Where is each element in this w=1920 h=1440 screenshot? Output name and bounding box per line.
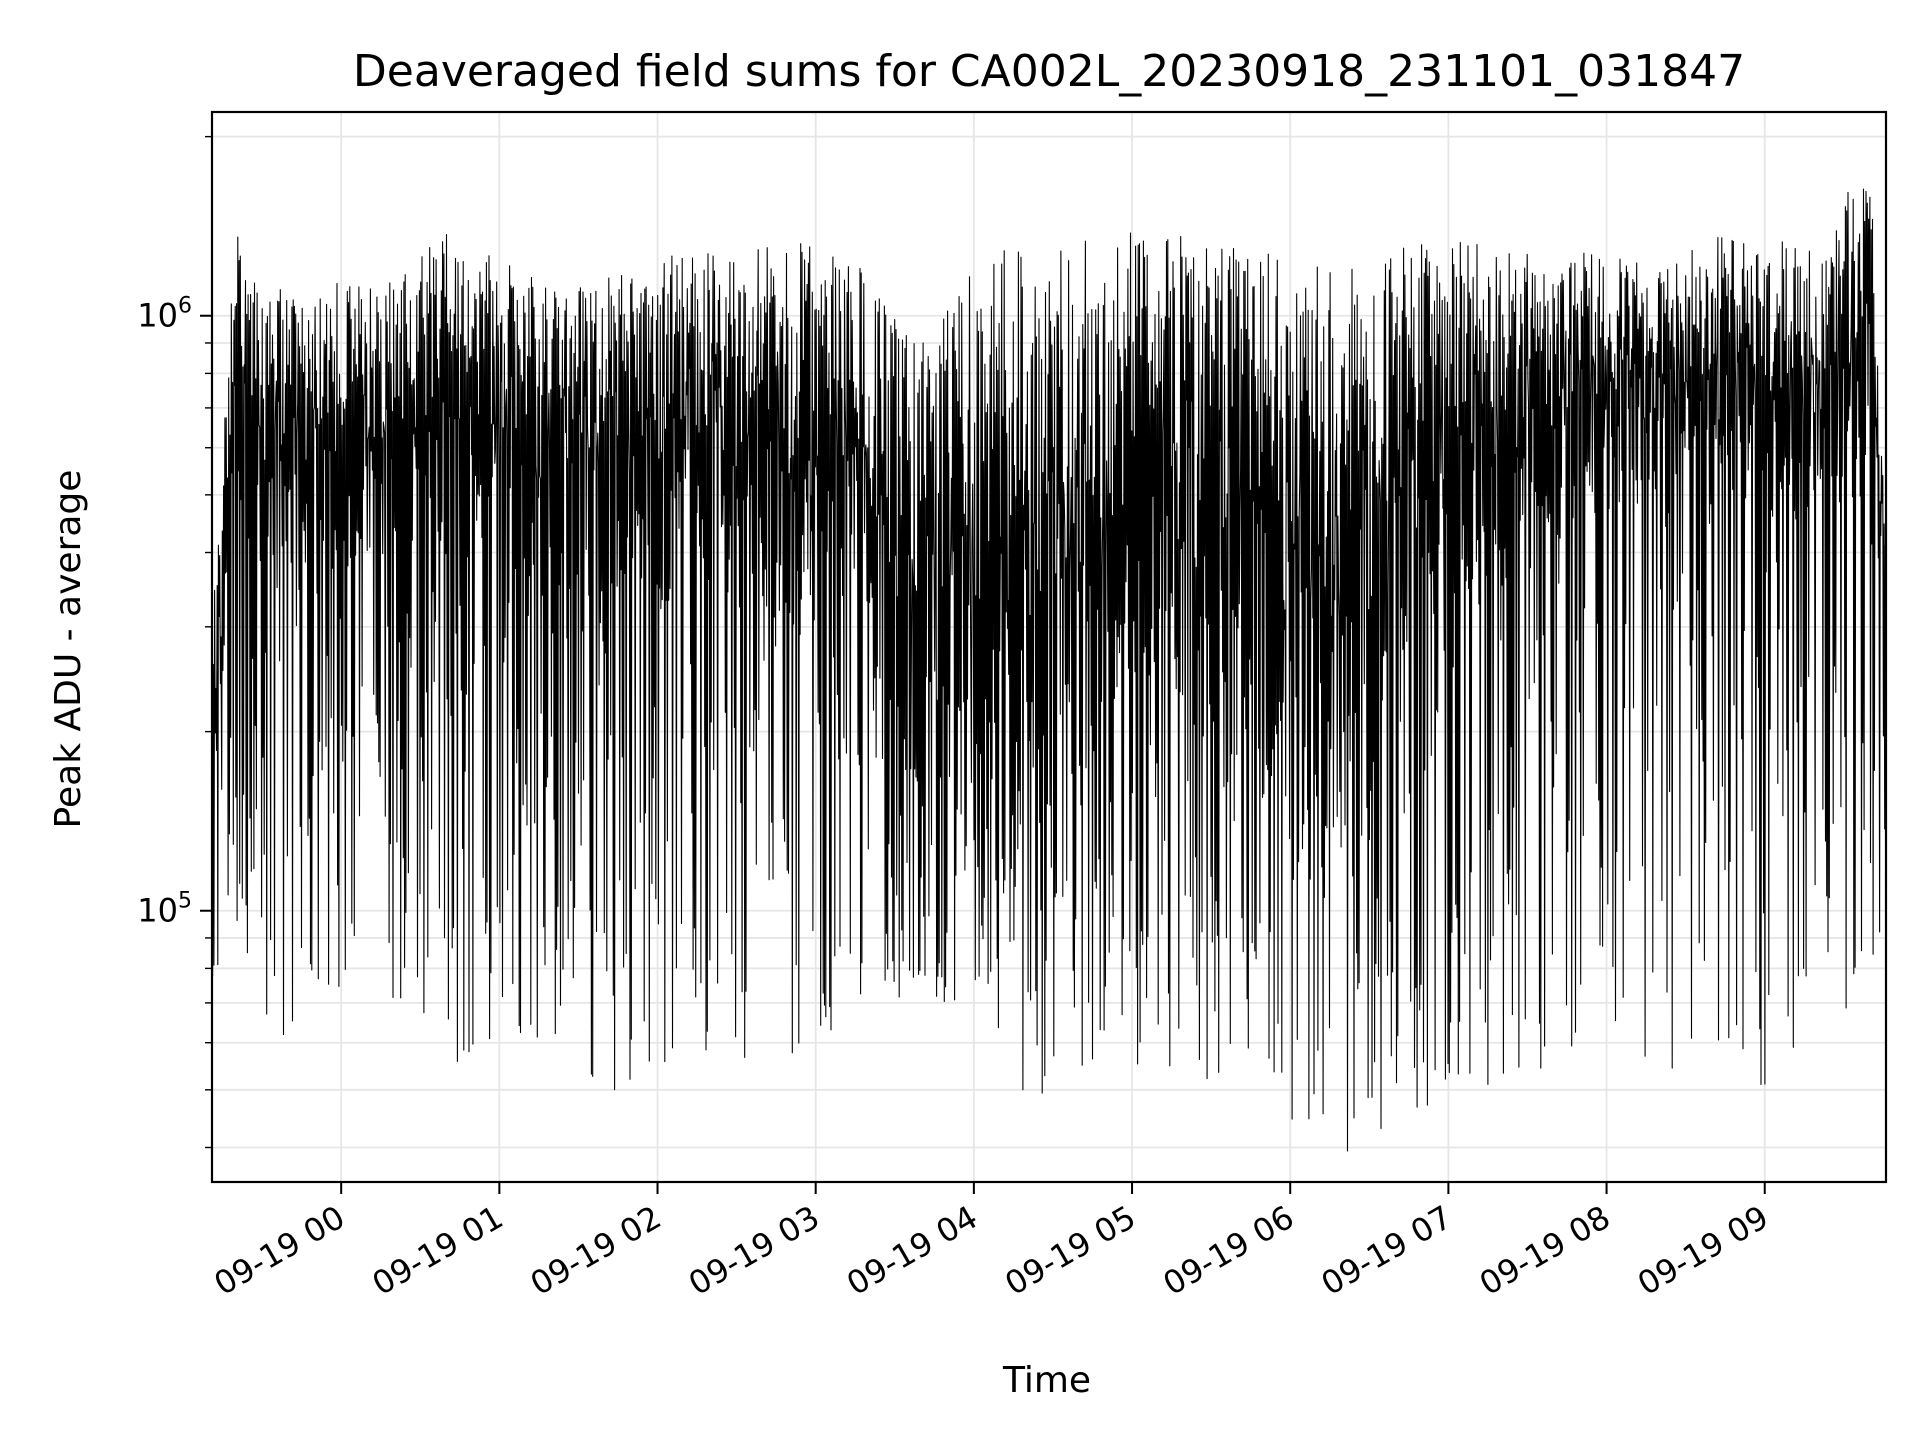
x-tick-label: 09-19 04 (840, 1198, 984, 1303)
chart-title: Deaveraged field sums for CA002L_2023091… (353, 46, 1745, 97)
x-tick-label: 09-19 02 (524, 1198, 668, 1303)
x-tick-label: 09-19 09 (1631, 1198, 1775, 1303)
series-line (211, 188, 1887, 1152)
x-tick-label: 09-19 05 (998, 1198, 1142, 1303)
data-layer (211, 188, 1887, 1152)
x-tick-label: 09-19 06 (1157, 1198, 1301, 1303)
x-tick-label: 09-19 00 (208, 1198, 352, 1303)
plot-frame (210, 110, 1888, 1184)
x-tick-label: 09-19 03 (682, 1198, 826, 1303)
x-tick-label: 09-19 08 (1473, 1198, 1617, 1303)
y-tick-label: 106 (137, 294, 192, 335)
y-axis-label: Peak ADU - average (48, 470, 89, 829)
x-tick-label: 09-19 01 (366, 1198, 510, 1303)
y-tick-label: 105 (137, 889, 192, 930)
x-axis-label: Time (1002, 1360, 1091, 1401)
x-tick-label: 09-19 07 (1315, 1198, 1459, 1303)
